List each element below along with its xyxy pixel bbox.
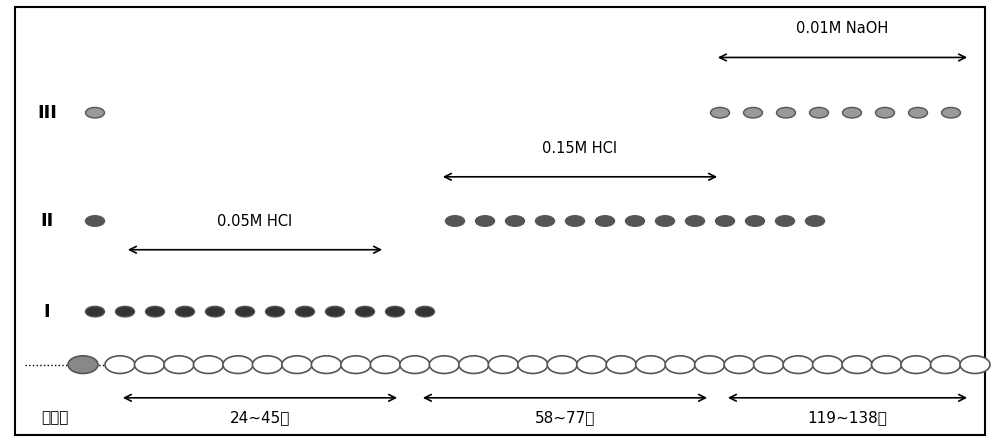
- Ellipse shape: [223, 356, 253, 373]
- Text: III: III: [37, 104, 57, 122]
- Ellipse shape: [686, 216, 705, 226]
- Ellipse shape: [296, 306, 314, 317]
- Ellipse shape: [942, 107, 960, 118]
- Ellipse shape: [876, 107, 895, 118]
- Ellipse shape: [806, 216, 824, 226]
- Ellipse shape: [282, 356, 312, 373]
- Ellipse shape: [236, 306, 254, 317]
- Ellipse shape: [775, 216, 794, 226]
- Ellipse shape: [596, 216, 614, 226]
- Ellipse shape: [459, 356, 489, 373]
- Ellipse shape: [536, 216, 554, 226]
- Ellipse shape: [356, 306, 374, 317]
- Ellipse shape: [872, 356, 902, 373]
- Ellipse shape: [813, 356, 843, 373]
- Ellipse shape: [86, 107, 104, 118]
- Ellipse shape: [518, 356, 548, 373]
- Ellipse shape: [665, 356, 695, 373]
- Ellipse shape: [960, 356, 990, 373]
- Ellipse shape: [783, 356, 813, 373]
- Ellipse shape: [695, 356, 725, 373]
- Text: 0.01M NaOH: 0.01M NaOH: [796, 21, 889, 36]
- Text: II: II: [40, 212, 54, 230]
- Ellipse shape: [716, 216, 735, 226]
- Text: 0.15M HCl: 0.15M HCl: [542, 141, 618, 156]
- Ellipse shape: [116, 306, 134, 317]
- Ellipse shape: [842, 107, 862, 118]
- Ellipse shape: [386, 306, 404, 317]
- Text: 58~77管: 58~77管: [535, 410, 595, 425]
- Ellipse shape: [746, 216, 765, 226]
- Ellipse shape: [842, 356, 872, 373]
- Ellipse shape: [724, 356, 754, 373]
- Ellipse shape: [476, 216, 494, 226]
- Text: 119~138管: 119~138管: [808, 410, 887, 425]
- Text: 粨多糖: 粨多糖: [41, 410, 69, 425]
- Ellipse shape: [710, 107, 730, 118]
- Ellipse shape: [606, 356, 636, 373]
- Ellipse shape: [134, 356, 164, 373]
- Ellipse shape: [86, 306, 104, 317]
- Ellipse shape: [744, 107, 763, 118]
- Ellipse shape: [370, 356, 400, 373]
- Ellipse shape: [626, 216, 644, 226]
- Ellipse shape: [415, 306, 434, 317]
- Ellipse shape: [754, 356, 784, 373]
- Ellipse shape: [908, 107, 928, 118]
- Ellipse shape: [446, 216, 464, 226]
- Ellipse shape: [193, 356, 223, 373]
- Text: I: I: [44, 303, 50, 320]
- Ellipse shape: [105, 356, 135, 373]
- Ellipse shape: [146, 306, 164, 317]
- Ellipse shape: [176, 306, 194, 317]
- Ellipse shape: [68, 356, 98, 373]
- Ellipse shape: [776, 107, 796, 118]
- Ellipse shape: [341, 356, 371, 373]
- Ellipse shape: [325, 306, 344, 317]
- Ellipse shape: [252, 356, 282, 373]
- Ellipse shape: [266, 306, 285, 317]
- Ellipse shape: [311, 356, 341, 373]
- Ellipse shape: [577, 356, 607, 373]
- Ellipse shape: [86, 216, 104, 226]
- Ellipse shape: [656, 216, 674, 226]
- Ellipse shape: [164, 356, 194, 373]
- Ellipse shape: [429, 356, 459, 373]
- Ellipse shape: [206, 306, 224, 317]
- Ellipse shape: [810, 107, 828, 118]
- FancyBboxPatch shape: [15, 7, 985, 435]
- Ellipse shape: [400, 356, 430, 373]
- Ellipse shape: [931, 356, 961, 373]
- Ellipse shape: [506, 216, 524, 226]
- Text: 24~45管: 24~45管: [230, 410, 290, 425]
- Ellipse shape: [901, 356, 931, 373]
- Ellipse shape: [488, 356, 518, 373]
- Ellipse shape: [636, 356, 666, 373]
- Ellipse shape: [547, 356, 577, 373]
- Ellipse shape: [566, 216, 584, 226]
- Text: 0.05M HCl: 0.05M HCl: [217, 213, 293, 229]
